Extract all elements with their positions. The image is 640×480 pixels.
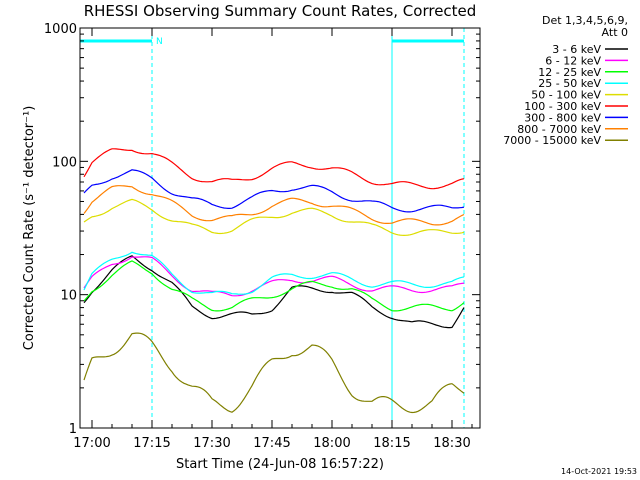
y-tick-label: 1000	[44, 22, 77, 37]
y-axis: 1 10 100 1000	[44, 22, 480, 437]
y-tick-label: 1	[69, 422, 77, 437]
legend-label-8: 7000 - 15000 keV	[503, 134, 601, 147]
series-line-5	[83, 148, 465, 190]
x-tick-label: 18:00	[313, 436, 350, 451]
plot-frame	[79, 27, 481, 429]
night-label: N	[156, 37, 163, 47]
x-tick-label: 17:00	[73, 436, 110, 451]
x-tick-label: 18:30	[433, 436, 470, 451]
y-tick-label: 10	[60, 289, 77, 304]
x-axis: 17:00 17:15 17:30 17:45 18:00 18:15 18:30	[73, 28, 473, 451]
x-tick-label: 18:15	[373, 436, 410, 451]
series-line-7	[83, 185, 465, 226]
x-tick-label: 17:15	[133, 436, 170, 451]
series-line-2	[83, 260, 465, 312]
night-intervals: N	[80, 28, 465, 428]
y-tick-label: 100	[52, 155, 77, 170]
series-line-0	[83, 255, 465, 329]
legend-header-line-2: Att 0	[602, 26, 628, 39]
legend-label-7: 800 - 7000 keV	[517, 123, 601, 136]
legend-label-5: 100 - 300 keV	[524, 100, 601, 113]
legend-label-0: 3 - 6 keV	[552, 43, 601, 56]
y-axis-label: Corrected Count Rate (s⁻¹ detector⁻¹)	[22, 106, 37, 351]
series-lines	[83, 148, 465, 414]
legend-label-3: 25 - 50 keV	[538, 77, 601, 90]
x-axis-label: Start Time (24-Jun-08 16:57:22)	[176, 457, 384, 472]
timestamp: 14-Oct-2021 19:53	[561, 467, 637, 476]
legend-header-line-1: Det 1,3,4,5,6,9,	[542, 14, 628, 27]
series-line-6	[83, 169, 465, 213]
legend-label-2: 12 - 25 keV	[538, 66, 601, 79]
x-tick-label: 17:30	[193, 436, 230, 451]
series-line-4	[83, 198, 465, 237]
series-line-1	[83, 256, 465, 297]
series-line-8	[83, 332, 465, 414]
legend-label-6: 300 - 800 keV	[524, 111, 601, 124]
chart-title: RHESSI Observing Summary Count Rates, Co…	[84, 2, 477, 20]
legend-label-4: 50 - 100 keV	[531, 89, 601, 102]
legend-label-1: 6 - 12 keV	[545, 54, 601, 67]
x-tick-label: 17:45	[253, 436, 290, 451]
series-line-3	[83, 251, 465, 295]
